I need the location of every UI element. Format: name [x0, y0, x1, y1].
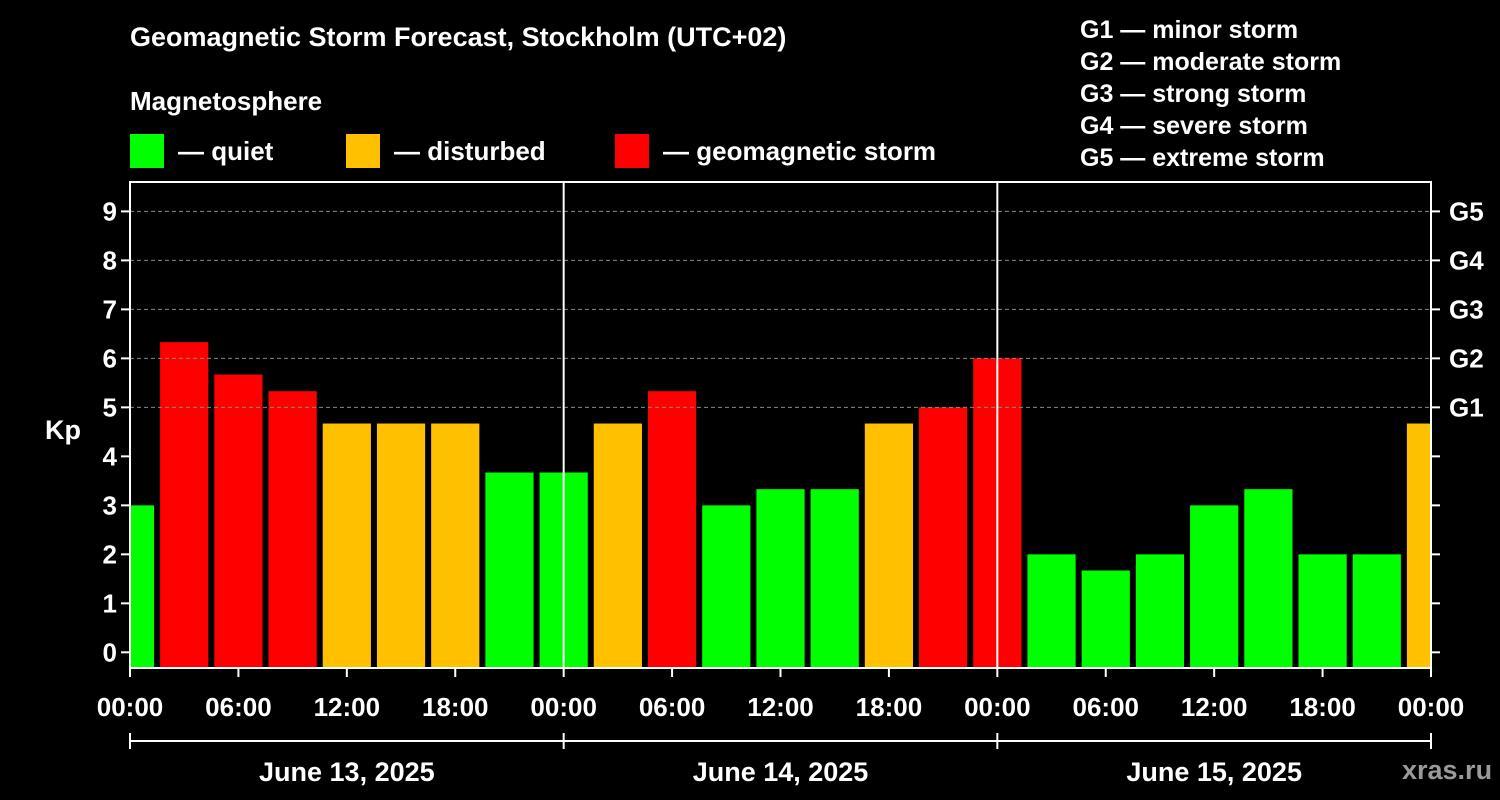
- kp-bar-3: [214, 374, 263, 668]
- x-tick-label-8: 00:00: [964, 692, 1031, 722]
- y-tick-label-3: 3: [103, 490, 117, 520]
- legend-label-disturbed: — disturbed: [394, 135, 546, 166]
- kp-bar-7: [431, 423, 480, 668]
- g-tick-label-g1: G1: [1449, 392, 1484, 422]
- x-tick-label-0: 00:00: [97, 692, 164, 722]
- y-tick-label-9: 9: [103, 196, 117, 226]
- legend-disturbed: — disturbed: [346, 134, 546, 168]
- kp-bar-2: [160, 342, 209, 668]
- x-tick-label-10: 12:00: [1181, 692, 1248, 722]
- x-tick-label-6: 12:00: [747, 692, 814, 722]
- day-label-3: June 15, 2025: [1126, 757, 1302, 787]
- g-scale-legend: G1 — minor storm G2 — moderate storm G3 …: [1080, 14, 1341, 174]
- legend-swatch-quiet: [130, 134, 164, 168]
- y-tick-label-8: 8: [103, 245, 117, 275]
- y-tick-label-7: 7: [103, 294, 117, 324]
- kp-bar-12: [702, 505, 751, 668]
- kp-bar-13: [756, 489, 805, 668]
- g-tick-label-g4: G4: [1449, 245, 1484, 275]
- kp-bar-4: [268, 391, 317, 668]
- x-tick-label-5: 06:00: [639, 692, 706, 722]
- g-tick-label-g2: G2: [1449, 343, 1484, 373]
- g-scale-g3: G3 — strong storm: [1080, 80, 1307, 108]
- legend-label-quiet: — quiet: [178, 135, 274, 166]
- x-tick-label-1: 06:00: [205, 692, 272, 722]
- g-scale-g5: G5 — extreme storm: [1080, 144, 1325, 172]
- x-tick-label-9: 06:00: [1073, 692, 1140, 722]
- y-tick-label-6: 6: [103, 343, 117, 373]
- g-scale-g2: G2 — moderate storm: [1080, 48, 1342, 76]
- x-tick-label-12: 00:00: [1398, 692, 1465, 722]
- kp-bar-8: [485, 472, 534, 668]
- y-tick-label-5: 5: [103, 392, 117, 422]
- day-label-1: June 13, 2025: [259, 757, 435, 787]
- kp-bar-18: [1027, 554, 1076, 668]
- legend-storm: — geomagnetic storm: [615, 134, 936, 168]
- kp-bar-5: [322, 423, 371, 668]
- legend-quiet: — quiet: [130, 134, 273, 168]
- y-tick-label-2: 2: [103, 539, 117, 569]
- watermark: xras.ru: [1402, 755, 1493, 785]
- x-tick-label-2: 12:00: [314, 692, 381, 722]
- g-tick-label-g5: G5: [1449, 196, 1484, 226]
- kp-bar-1: [131, 505, 155, 668]
- legend-label-storm: — geomagnetic storm: [663, 135, 937, 166]
- g-scale-g4: G4 — severe storm: [1080, 112, 1308, 140]
- kp-bar-6: [376, 423, 426, 668]
- x-tick-label-11: 18:00: [1289, 692, 1356, 722]
- g-tick-label-g3: G3: [1449, 294, 1484, 324]
- legend-subtitle: Magnetosphere: [130, 86, 323, 116]
- kp-bar-21: [1190, 505, 1239, 668]
- kp-bar-19: [1081, 570, 1130, 668]
- kp-bar-15: [864, 423, 914, 668]
- legend-swatch-storm: [615, 134, 649, 168]
- kp-bar-20: [1135, 554, 1185, 668]
- y-tick-label-0: 0: [103, 637, 117, 667]
- kp-bar-23: [1298, 554, 1347, 668]
- chart-title: Geomagnetic Storm Forecast, Stockholm (U…: [130, 22, 787, 52]
- x-tick-label-3: 18:00: [422, 692, 489, 722]
- y-tick-label-4: 4: [103, 441, 118, 471]
- kp-bar-14: [810, 489, 859, 668]
- y-tick-label-1: 1: [103, 588, 117, 618]
- x-tick-label-7: 18:00: [856, 692, 923, 722]
- kp-bar-11: [647, 391, 697, 668]
- kp-bar-22: [1244, 489, 1293, 668]
- kp-bar-16: [919, 407, 968, 668]
- kp-bar-10: [593, 423, 642, 668]
- x-tick-label-4: 00:00: [530, 692, 597, 722]
- kp-bar-24: [1352, 554, 1401, 668]
- g-scale-g1: G1 — minor storm: [1080, 16, 1299, 44]
- day-label-2: June 14, 2025: [693, 757, 869, 787]
- kp-bar-25: [1406, 423, 1430, 668]
- y-axis-label: Kp: [45, 415, 81, 445]
- legend-swatch-disturbed: [346, 134, 380, 168]
